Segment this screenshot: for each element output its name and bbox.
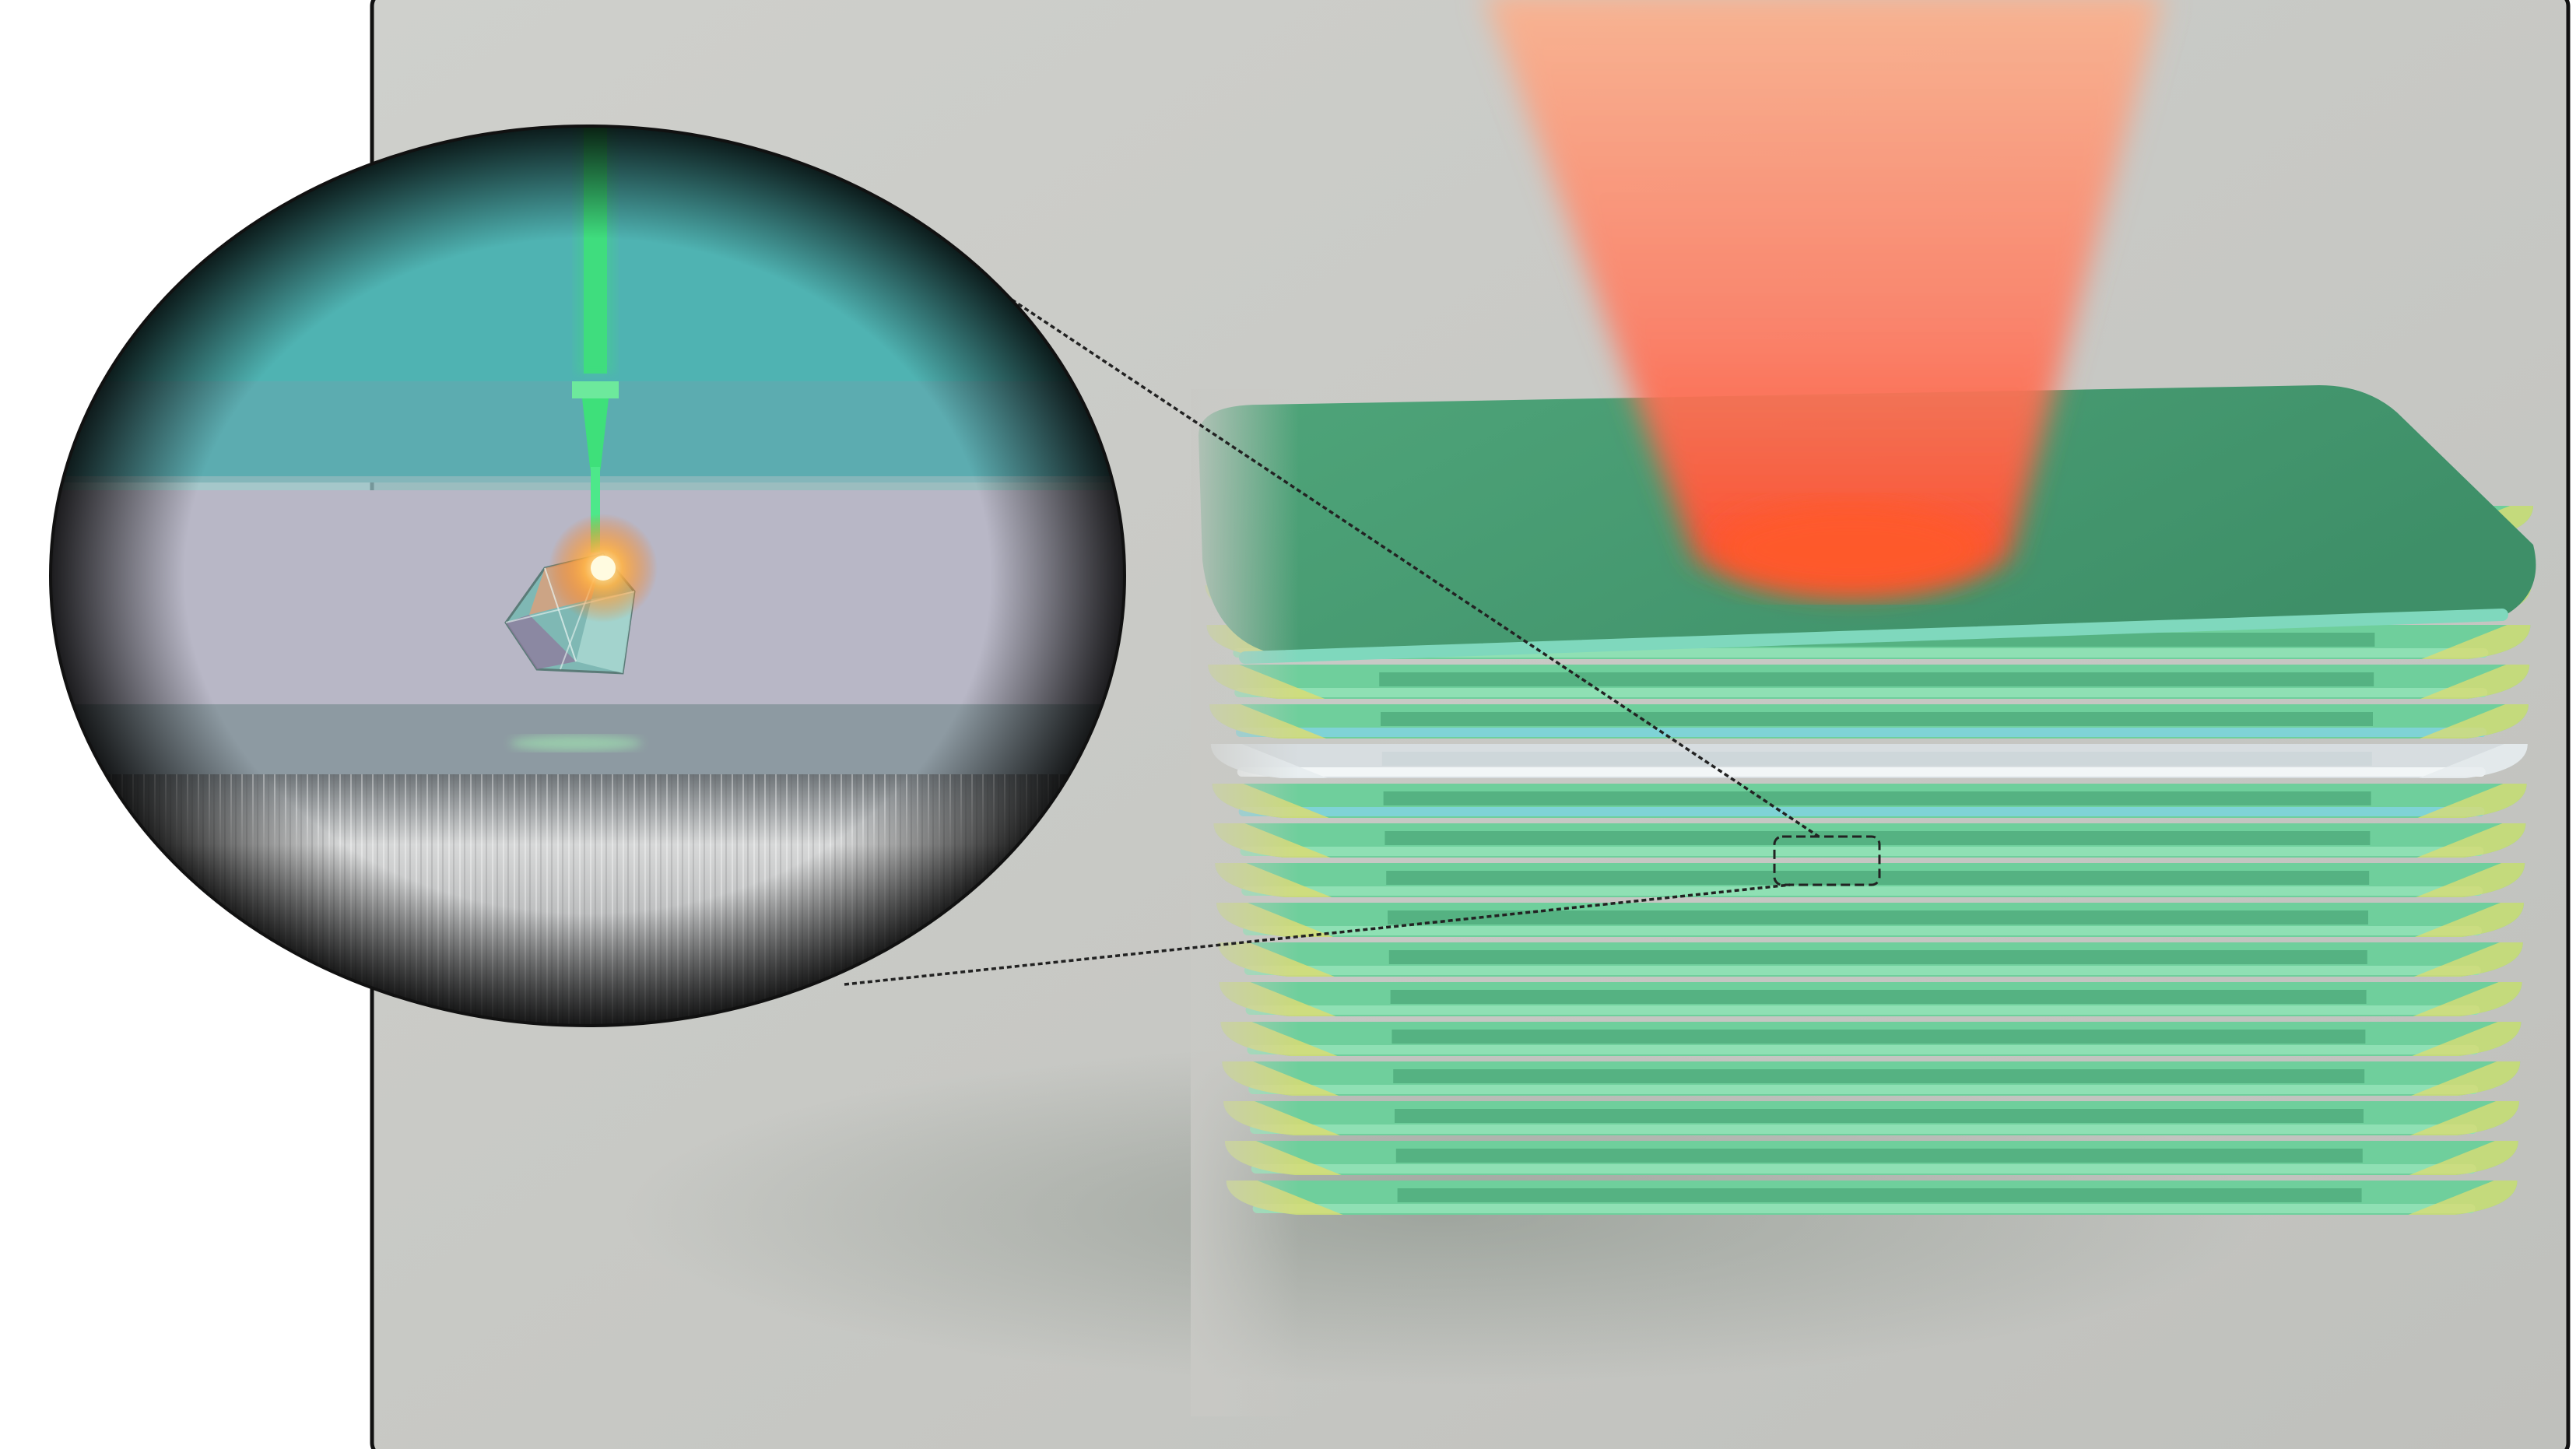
red-laser-beam [1485, 0, 2162, 595]
zoom-region-marker [1773, 835, 1881, 886]
zoom-connector-lines [844, 298, 1822, 986]
